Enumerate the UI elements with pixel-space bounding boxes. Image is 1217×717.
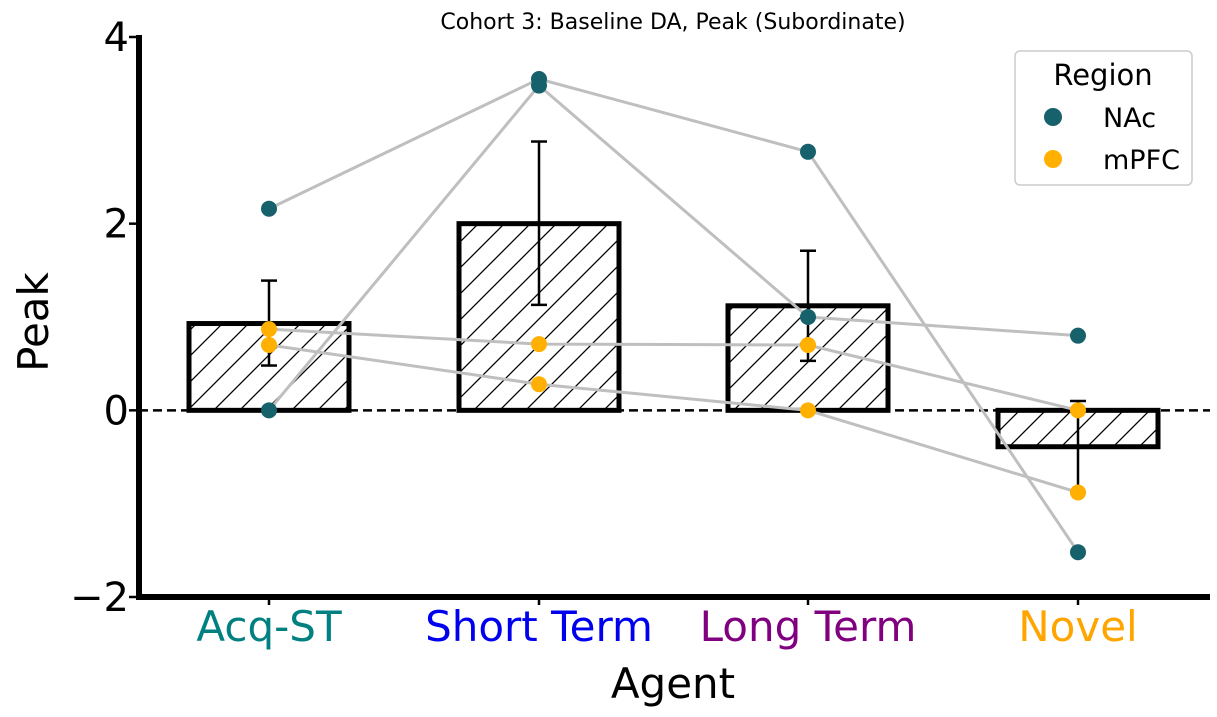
legend-label-mpfc: mPFC — [1103, 145, 1180, 176]
x-tick-label-3: Novel — [1018, 602, 1137, 651]
y-tick-label-0: −2 — [70, 575, 129, 621]
subject-line-2 — [268, 327, 1079, 412]
subject-line-3 — [268, 343, 1079, 494]
data-point-nac-1-1 — [531, 77, 547, 94]
legend: Region NAc mPFC — [1014, 50, 1193, 186]
data-point-mpfc-2-2 — [800, 337, 816, 353]
data-point-nac-1-2 — [800, 309, 816, 325]
x-tick-label-1: Short Term — [425, 602, 653, 651]
subject-line-0 — [268, 77, 1080, 554]
data-point-nac-0-0 — [261, 200, 277, 217]
legend-title: Region — [1053, 58, 1152, 92]
plot-area — [139, 71, 1210, 561]
x-tick-label-0: Acq-ST — [196, 602, 342, 651]
data-point-mpfc-2-1 — [531, 336, 547, 353]
data-point-nac-0-3 — [1070, 544, 1086, 561]
legend-marker-nac — [1044, 108, 1062, 126]
data-point-mpfc-3-3 — [1070, 484, 1086, 501]
data-point-nac-1-0 — [261, 402, 277, 419]
legend-label-nac: NAc — [1103, 103, 1156, 134]
data-point-nac-1-3 — [1070, 327, 1086, 344]
x-axis-title: Agent — [611, 659, 735, 708]
subject-line-1 — [267, 83, 1079, 412]
legend-marker-mpfc — [1044, 150, 1062, 168]
y-tick-label-1: 0 — [104, 388, 129, 434]
axes: −2 0 2 4 Acq-ST Short Term Long Term Novel — [70, 15, 1210, 651]
y-tick-label-2: 2 — [104, 202, 129, 248]
y-tick-label-3: 4 — [104, 15, 129, 61]
data-point-mpfc-3-0 — [261, 337, 277, 353]
data-point-mpfc-3-2 — [800, 402, 816, 419]
legend-box — [1014, 50, 1193, 186]
chart-title: Cohort 3: Baseline DA, Peak (Subordinate… — [440, 10, 905, 35]
data-point-mpfc-2-0 — [261, 321, 277, 338]
data-point-mpfc-2-3 — [1070, 402, 1086, 419]
x-tick-label-2: Long Term — [700, 602, 917, 651]
data-point-nac-0-2 — [800, 143, 816, 160]
data-point-mpfc-3-1 — [531, 376, 547, 393]
y-axis-title: Peak — [9, 271, 58, 371]
